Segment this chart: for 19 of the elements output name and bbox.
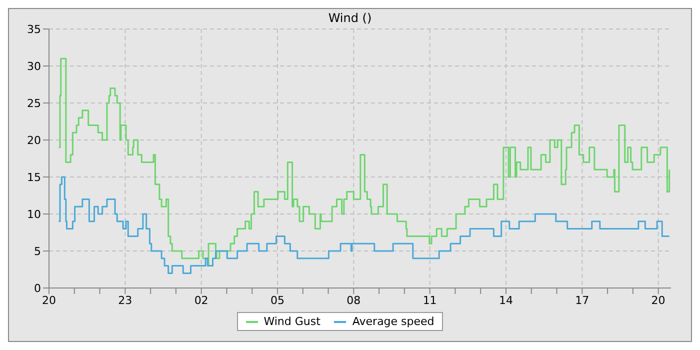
y-tick-label: 5 xyxy=(34,244,41,258)
y-tick-label: 20 xyxy=(27,134,41,147)
x-tick-label: 20 xyxy=(651,294,666,307)
x-tick-label: 08 xyxy=(346,294,361,307)
x-tick-label: 14 xyxy=(498,294,513,307)
legend-label: Average speed xyxy=(352,315,434,328)
x-tick-label: 23 xyxy=(118,294,132,307)
x-tick-label: 17 xyxy=(575,294,590,307)
y-tick-label: 30 xyxy=(27,60,41,73)
y-tick-label: 10 xyxy=(27,208,41,221)
chart-title: Wind () xyxy=(328,11,372,25)
x-tick-label: 02 xyxy=(194,294,208,307)
y-tick-label: 15 xyxy=(27,170,41,184)
y-tick-label: 0 xyxy=(34,282,41,295)
legend-label: Wind Gust xyxy=(264,315,320,328)
y-tick-label: 35 xyxy=(27,22,41,36)
x-tick-label: 05 xyxy=(270,294,284,307)
x-tick-label: 11 xyxy=(422,294,437,307)
y-tick-label: 25 xyxy=(27,96,41,110)
